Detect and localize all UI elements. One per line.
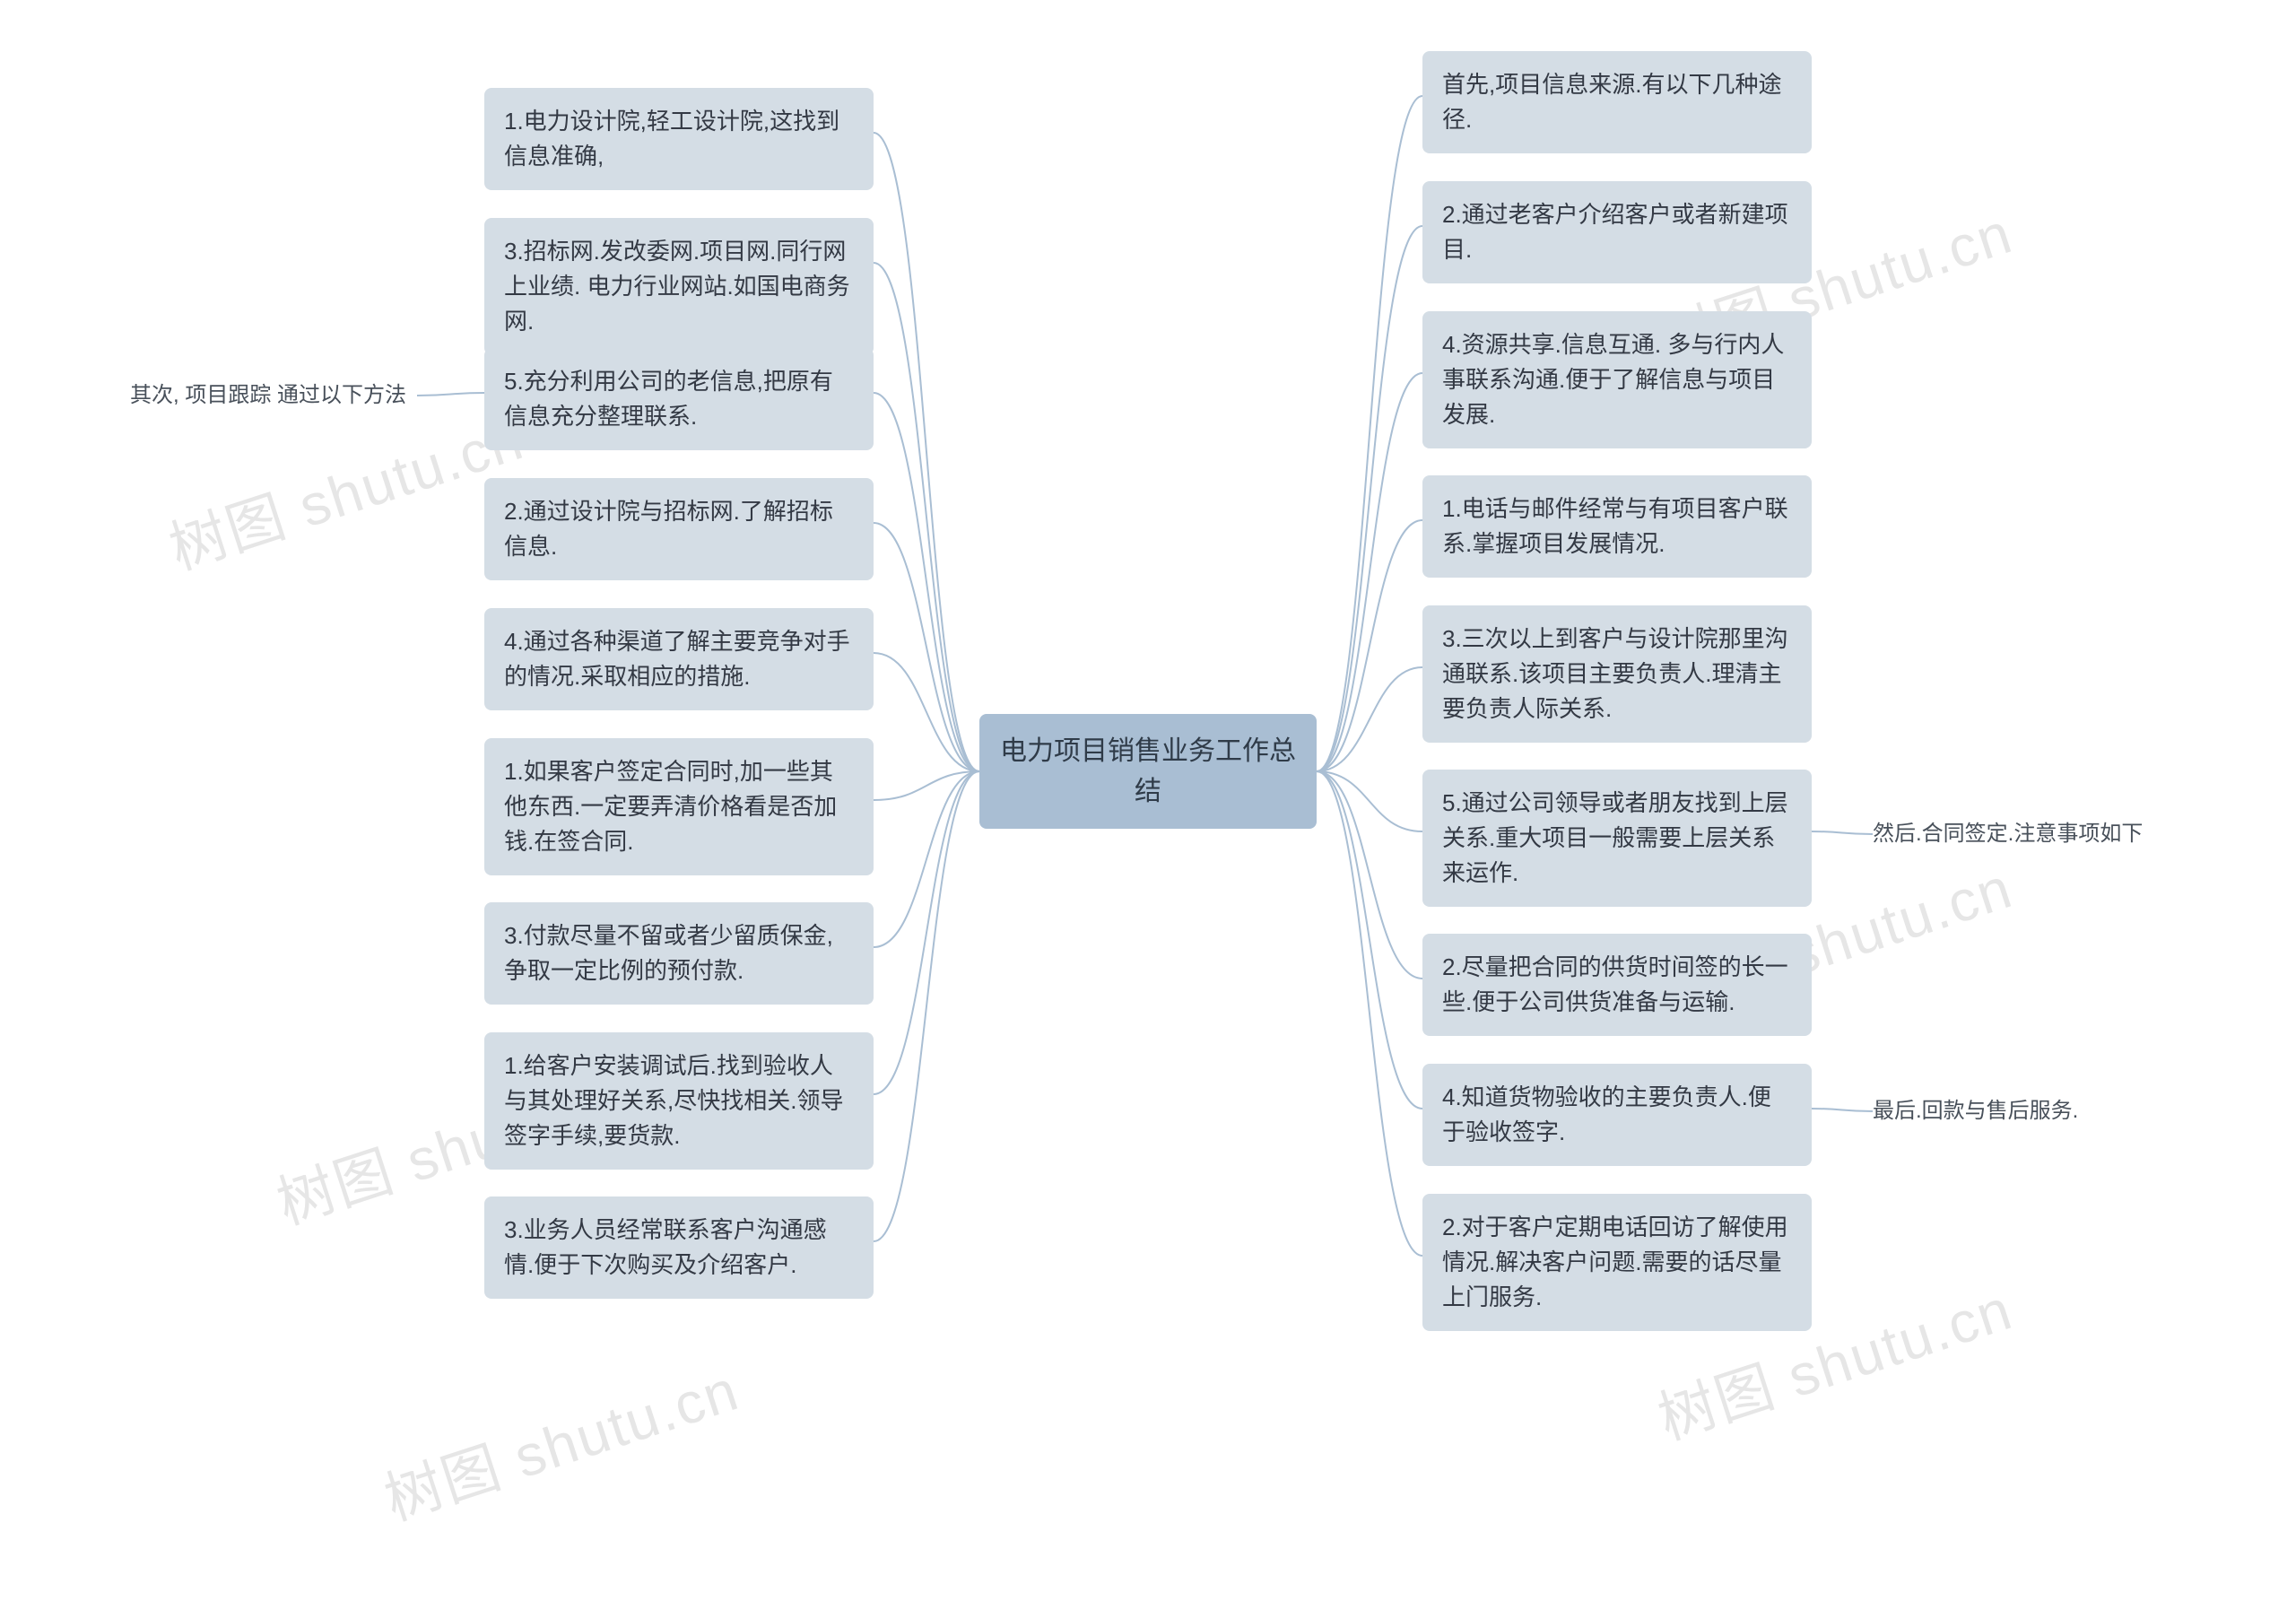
right-branch-4: 3.三次以上到客户与设计院那里沟通联系.该项目主要负责人.理清主要负责人际关系. (1422, 605, 1812, 743)
left-branch-0: 1.电力设计院,轻工设计院,这找到信息准确, (484, 88, 874, 190)
left-branch-6: 3.付款尽量不留或者少留质保金,争取一定比例的预付款. (484, 902, 874, 1005)
right-leaf-label-1: 最后.回款与售后服务. (1873, 1095, 2078, 1127)
right-branch-0: 首先,项目信息来源.有以下几种途径. (1422, 51, 1812, 153)
left-branch-8: 3.业务人员经常联系客户沟通感情.便于下次购买及介绍客户. (484, 1196, 874, 1299)
center-node: 电力项目销售业务工作总结 (979, 714, 1317, 829)
left-leaf-label: 其次, 项目跟踪 通过以下方法 (130, 379, 406, 412)
right-branch-1: 2.通过老客户介绍客户或者新建项目. (1422, 181, 1812, 283)
right-branch-7: 4.知道货物验收的主要负责人.便于验收签字. (1422, 1064, 1812, 1166)
left-branch-4: 4.通过各种渠道了解主要竞争对手的情况.采取相应的措施. (484, 608, 874, 710)
mindmap-canvas: 树图 shutu.cn树图 shutu.cn树图 shutu.cn树图 shut… (0, 0, 2296, 1601)
right-branch-5: 5.通过公司领导或者朋友找到上层关系.重大项目一般需要上层关系来运作. (1422, 770, 1812, 907)
left-branch-3: 2.通过设计院与招标网.了解招标信息. (484, 478, 874, 580)
left-branch-2: 5.充分利用公司的老信息,把原有信息充分整理联系. (484, 348, 874, 450)
right-leaf-label-0: 然后.合同签定.注意事项如下 (1873, 818, 2143, 850)
watermark-1: 树图 shutu.cn (158, 394, 533, 586)
left-branch-7: 1.给客户安装调试后.找到验收人与其处理好关系,尽快找相关.领导签字手续,要货款… (484, 1032, 874, 1170)
right-branch-6: 2.尽量把合同的供货时间签的长一些.便于公司供货准备与运输. (1422, 934, 1812, 1036)
right-branch-8: 2.对于客户定期电话回访了解使用情况.解决客户问题.需要的话尽量上门服务. (1422, 1194, 1812, 1331)
left-branch-1: 3.招标网.发改委网.项目网.同行网上业绩. 电力行业网站.如国电商务网. (484, 218, 874, 355)
watermark-5: 树图 shutu.cn (373, 1344, 748, 1536)
right-branch-3: 1.电话与邮件经常与有项目客户联系.掌握项目发展情况. (1422, 475, 1812, 578)
right-branch-2: 4.资源共享.信息互通. 多与行内人事联系沟通.便于了解信息与项目发展. (1422, 311, 1812, 448)
left-branch-5: 1.如果客户签定合同时,加一些其他东西.一定要弄清价格看是否加钱.在签合同. (484, 738, 874, 875)
